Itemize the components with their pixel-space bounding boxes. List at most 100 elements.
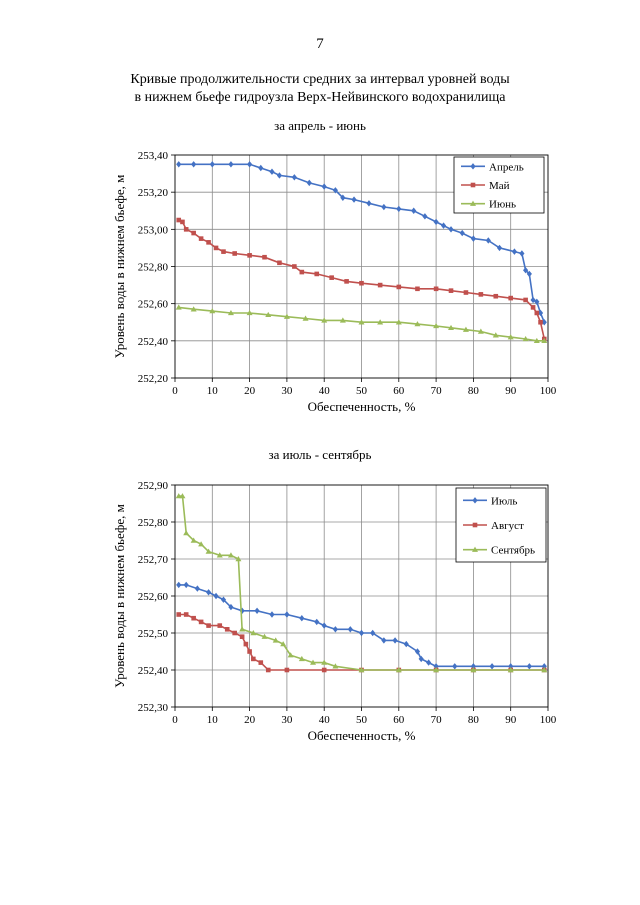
chart-2-xtick-label: 100 bbox=[540, 714, 557, 726]
chart-1-series-1-point bbox=[321, 183, 327, 190]
chart-2-series-2-point bbox=[265, 667, 271, 673]
chart-2-xtick-label: 40 bbox=[319, 714, 331, 726]
chart-2-xtick-label: 10 bbox=[207, 714, 219, 726]
chart-1-series-1-point bbox=[519, 250, 525, 257]
chart-1-series-2-point bbox=[183, 227, 189, 232]
chart-2-series-2-point bbox=[239, 634, 245, 639]
chart-2-series-2-point bbox=[176, 612, 182, 617]
chart-1-series-2-point bbox=[377, 282, 383, 288]
chart-1-series-3-point bbox=[541, 337, 548, 344]
chart-1-series-3-point bbox=[227, 309, 234, 316]
chart-1-series-1-point bbox=[258, 164, 264, 172]
chart-2-series-1-point bbox=[228, 603, 234, 611]
chart-1-series-2-point bbox=[415, 286, 420, 292]
chart-1-xtick-label: 70 bbox=[431, 385, 443, 397]
chart-2-series-1-point bbox=[370, 629, 376, 637]
chart-1-series-2-point bbox=[534, 310, 540, 316]
chart-1-series-2-point bbox=[493, 293, 499, 299]
chart-2-ytick-label: 252,30 bbox=[138, 702, 169, 714]
chart-2-svg: 0 10 20 30 40 50 60 70 80 90 100 252,30 252,40 252,50… bbox=[112, 480, 557, 743]
chart-1-series-3-point bbox=[190, 306, 197, 312]
chart-1-legend-marker bbox=[470, 163, 476, 170]
chart-2-series-2-point bbox=[232, 630, 237, 636]
chart-2-series-1-point bbox=[526, 663, 532, 670]
chart-1-series-1-point bbox=[291, 174, 297, 181]
chart-1-xtick-label: 100 bbox=[540, 385, 557, 397]
chart-1-series-3-point bbox=[246, 309, 253, 316]
chart-1-series-2-point bbox=[213, 245, 219, 251]
chart-1-series-3-point bbox=[358, 319, 365, 325]
chart-2-ytick-label: 252,70 bbox=[138, 554, 169, 566]
chart-2-xtick-label: 0 bbox=[172, 714, 178, 726]
chart-1-series-3-point bbox=[507, 334, 514, 340]
chart-2-series-1-point bbox=[213, 592, 219, 600]
chart-1-series-1-point bbox=[276, 172, 283, 179]
chart-1-series-1-point bbox=[523, 267, 529, 274]
chart-2-xtick-label: 20 bbox=[244, 714, 256, 726]
chart-1-series-3-point bbox=[433, 322, 440, 329]
chart-1-series-2-point bbox=[478, 292, 484, 297]
chart-1-series-1-point bbox=[534, 298, 540, 306]
chart-1-series-2-point bbox=[463, 290, 469, 295]
chart-2-xtick-label: 60 bbox=[393, 714, 405, 726]
chart-2-legend: Июль Август Сентябрь bbox=[455, 487, 547, 563]
chart-2-series-1-point bbox=[433, 663, 439, 670]
chart-2-series-3-point bbox=[310, 659, 317, 665]
chart-1-y-axis-label: Уровень воды в нижнем бьефе, м bbox=[112, 175, 127, 359]
chart-1-series-2-point bbox=[359, 280, 364, 286]
chart-1-series-2-point bbox=[247, 253, 252, 258]
chart-1-series-1-point bbox=[530, 296, 536, 304]
chart-2-series-2-point bbox=[243, 641, 249, 647]
chart-1-series-2-point bbox=[277, 260, 282, 266]
chart-1-series-1-point bbox=[433, 218, 439, 226]
chart-1-ytick-label: 253,20 bbox=[138, 187, 169, 199]
chart-2-series-3-point bbox=[227, 552, 234, 558]
chart-1-series-2 bbox=[176, 217, 547, 342]
chart-1-series-2-point bbox=[180, 219, 185, 225]
document-title: Кривые продолжительности средних за инте… bbox=[0, 71, 640, 107]
chart-2-series-1-point bbox=[183, 581, 189, 589]
chart-2-series-1-point bbox=[470, 663, 476, 670]
chart-1-series-1-line bbox=[178, 163, 546, 323]
chart-2-ytick-label: 252,40 bbox=[138, 665, 169, 677]
chart-2-series-1-point bbox=[347, 626, 353, 633]
chart-1-series-3-point bbox=[175, 304, 182, 310]
chart-2-legend-label: Сентябрь bbox=[491, 545, 535, 557]
chart-2-series-3-point bbox=[507, 667, 514, 673]
chart-1-series-1-point bbox=[351, 196, 357, 203]
chart-1-series-1 bbox=[176, 161, 547, 326]
chart-2-series-1-point bbox=[332, 626, 338, 633]
chart-1-series-1-point bbox=[537, 309, 544, 317]
chart-1-series-3-point bbox=[522, 335, 529, 342]
chart-2-series-1-point bbox=[392, 637, 398, 644]
chart-1-series-1-point bbox=[176, 161, 182, 168]
chart-2-series-3-point bbox=[433, 667, 440, 673]
document-title-line-1: Кривые продолжительности средних за инте… bbox=[130, 72, 510, 87]
chart-1-series-3-point bbox=[477, 328, 484, 334]
chart-1-ytick-label: 252,40 bbox=[138, 336, 169, 348]
chart-1-series-1-point bbox=[209, 161, 215, 168]
chart-1-xtick-label: 10 bbox=[207, 385, 219, 397]
chart-2-series-3-point bbox=[332, 663, 339, 669]
chart-1-plot-area bbox=[174, 154, 549, 379]
chart-1-series-1-point bbox=[511, 248, 518, 255]
chart-1-series-3-point bbox=[395, 319, 402, 325]
chart-2-series-3-point bbox=[183, 530, 190, 536]
chart-2-xtick-label: 90 bbox=[505, 714, 517, 726]
chart-1-series-1-point bbox=[381, 203, 387, 211]
chart-2-series-3-point bbox=[198, 541, 205, 547]
chart-1-svg: 0 10 20 30 40 50 60 70 80 90 100 252,20 252,40 252,60… bbox=[112, 150, 557, 414]
chart-1-series-2-point bbox=[433, 286, 439, 292]
chart-2-series-1-point bbox=[452, 663, 458, 670]
chart-2-series-2-point bbox=[224, 627, 230, 632]
chart-1-ytick-label: 252,80 bbox=[138, 262, 169, 274]
chart-2-series-3-point bbox=[541, 667, 548, 673]
chart-1-series-2-point bbox=[314, 271, 320, 277]
chart-2-series-3-point bbox=[239, 626, 246, 632]
chart-2-series-2-point bbox=[183, 612, 189, 617]
chart-2-series-1-point bbox=[358, 629, 365, 637]
chart-1-series-1-point bbox=[306, 179, 312, 187]
chart-1-xtick-label: 40 bbox=[319, 385, 331, 397]
chart-2-series-2-point bbox=[191, 615, 196, 621]
chart-2-series-2-point bbox=[247, 649, 252, 654]
